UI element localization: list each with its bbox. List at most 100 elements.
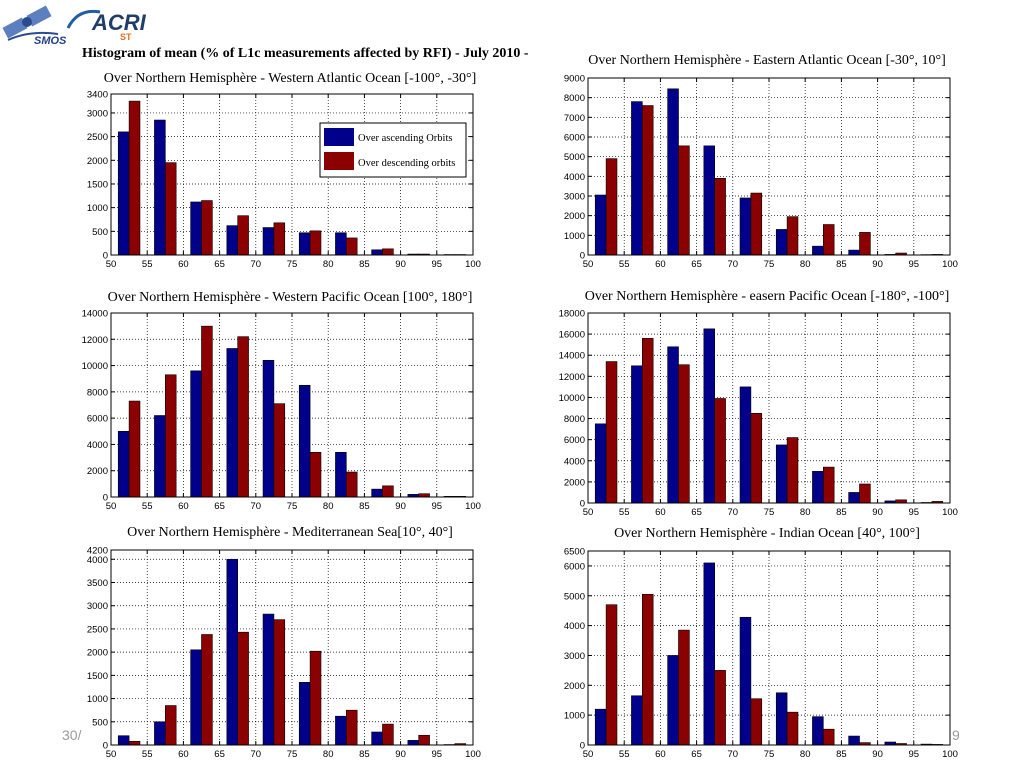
bar-ascending bbox=[407, 740, 419, 746]
bar-descending bbox=[345, 471, 358, 498]
bar-descending bbox=[822, 224, 835, 256]
x-tick-label: 60 bbox=[178, 259, 189, 270]
bar-descending bbox=[273, 619, 286, 746]
y-tick-label: 8000 bbox=[564, 414, 585, 425]
bar-ascending bbox=[594, 708, 607, 746]
x-tick-label: 65 bbox=[214, 749, 225, 760]
bar-descending bbox=[165, 374, 177, 498]
histogram-eastern-atlantic: Over Northern Hemisphère - Eastern Atlan… bbox=[564, 53, 958, 270]
bar-descending bbox=[237, 215, 249, 256]
y-tick-label: 5000 bbox=[564, 591, 585, 602]
x-tick-label: 95 bbox=[909, 259, 920, 270]
y-tick-label: 12000 bbox=[559, 372, 585, 383]
footer-left: 30/ bbox=[62, 727, 82, 743]
x-tick-label: 70 bbox=[251, 749, 262, 760]
y-tick-label: 12000 bbox=[82, 335, 108, 346]
bar-ascending bbox=[812, 716, 824, 746]
x-tick-label: 55 bbox=[142, 259, 153, 270]
y-tick-label: 2000 bbox=[564, 477, 585, 488]
y-tick-label: 3000 bbox=[87, 601, 108, 612]
y-tick-label: 2500 bbox=[87, 132, 108, 143]
x-tick-label: 80 bbox=[323, 501, 334, 512]
acri-label: ACRI bbox=[91, 10, 147, 35]
x-tick-label: 90 bbox=[395, 501, 406, 512]
x-tick-label: 60 bbox=[655, 749, 666, 760]
y-tick-label: 5000 bbox=[564, 152, 585, 163]
bar-ascending bbox=[631, 695, 643, 746]
x-tick-label: 65 bbox=[691, 749, 702, 760]
bar-ascending bbox=[335, 232, 347, 256]
bar-ascending bbox=[117, 430, 130, 498]
bar-descending bbox=[382, 248, 394, 256]
legend-swatch-descending bbox=[324, 152, 354, 170]
x-tick-label: 65 bbox=[214, 501, 225, 512]
chart-title: Over Northern Hemisphère - easern Pacifi… bbox=[585, 289, 950, 304]
bar-descending bbox=[201, 634, 213, 746]
bar-ascending bbox=[371, 731, 383, 746]
bar-descending bbox=[128, 740, 141, 746]
x-tick-label: 100 bbox=[465, 259, 481, 270]
bar-ascending bbox=[335, 452, 347, 498]
y-tick-label: 7000 bbox=[564, 113, 585, 124]
bar-ascending bbox=[775, 229, 788, 256]
y-tick-label: 8000 bbox=[564, 93, 585, 104]
histogram-eastern-pacific: Over Northern Hemisphère - easern Pacifi… bbox=[559, 289, 958, 518]
bar-ascending bbox=[190, 649, 202, 746]
x-tick-label: 75 bbox=[764, 259, 775, 270]
x-tick-label: 100 bbox=[942, 507, 958, 518]
y-tick-label: 2000 bbox=[87, 648, 108, 659]
bar-descending bbox=[201, 325, 213, 498]
bar-descending bbox=[345, 709, 358, 746]
x-tick-label: 55 bbox=[619, 749, 630, 760]
y-tick-label: 4000 bbox=[564, 621, 585, 632]
y-tick-label: 10000 bbox=[82, 361, 108, 372]
x-tick-label: 50 bbox=[106, 501, 117, 512]
y-tick-label: 2000 bbox=[87, 466, 108, 477]
y-tick-label: 1000 bbox=[87, 694, 108, 705]
x-tick-label: 50 bbox=[583, 259, 594, 270]
bar-ascending bbox=[775, 444, 788, 504]
bar-ascending bbox=[703, 562, 716, 746]
bar-ascending bbox=[154, 415, 166, 498]
bar-descending bbox=[382, 723, 394, 746]
bar-descending bbox=[382, 485, 394, 498]
bar-ascending bbox=[154, 721, 166, 746]
y-tick-label: 18000 bbox=[559, 309, 585, 320]
x-tick-label: 75 bbox=[287, 259, 298, 270]
x-tick-label: 80 bbox=[323, 749, 334, 760]
x-tick-label: 70 bbox=[251, 501, 262, 512]
x-tick-label: 75 bbox=[764, 507, 775, 518]
bar-ascending bbox=[812, 245, 824, 256]
x-tick-label: 70 bbox=[251, 259, 262, 270]
bar-ascending bbox=[190, 370, 202, 498]
bar-descending bbox=[678, 629, 690, 746]
bar-descending bbox=[237, 336, 249, 498]
x-tick-label: 60 bbox=[178, 501, 189, 512]
bar-ascending bbox=[371, 488, 383, 498]
bar-descending bbox=[201, 200, 213, 256]
bar-descending bbox=[641, 338, 654, 504]
bar-ascending bbox=[739, 616, 752, 746]
y-tick-label: 3000 bbox=[87, 108, 108, 119]
bar-descending bbox=[786, 216, 799, 256]
bar-descending bbox=[418, 734, 430, 746]
bar-ascending bbox=[631, 365, 643, 504]
x-tick-label: 50 bbox=[583, 749, 594, 760]
smos-label: SMOS bbox=[34, 35, 67, 47]
x-tick-label: 55 bbox=[142, 501, 153, 512]
bar-descending bbox=[273, 222, 286, 256]
bar-ascending bbox=[848, 249, 860, 256]
y-tick-label: 2000 bbox=[564, 681, 585, 692]
y-tick-label: 3000 bbox=[564, 192, 585, 203]
legend-label-ascending: Over ascending Orbits bbox=[358, 133, 452, 144]
bar-descending bbox=[605, 604, 618, 746]
x-tick-label: 100 bbox=[465, 501, 481, 512]
x-tick-label: 95 bbox=[432, 749, 443, 760]
x-tick-label: 85 bbox=[836, 259, 847, 270]
legend-label-descending: Over descending orbits bbox=[358, 158, 455, 169]
bar-descending bbox=[859, 483, 871, 504]
bar-descending bbox=[678, 145, 690, 256]
x-tick-label: 60 bbox=[655, 259, 666, 270]
bar-ascending bbox=[812, 471, 824, 504]
